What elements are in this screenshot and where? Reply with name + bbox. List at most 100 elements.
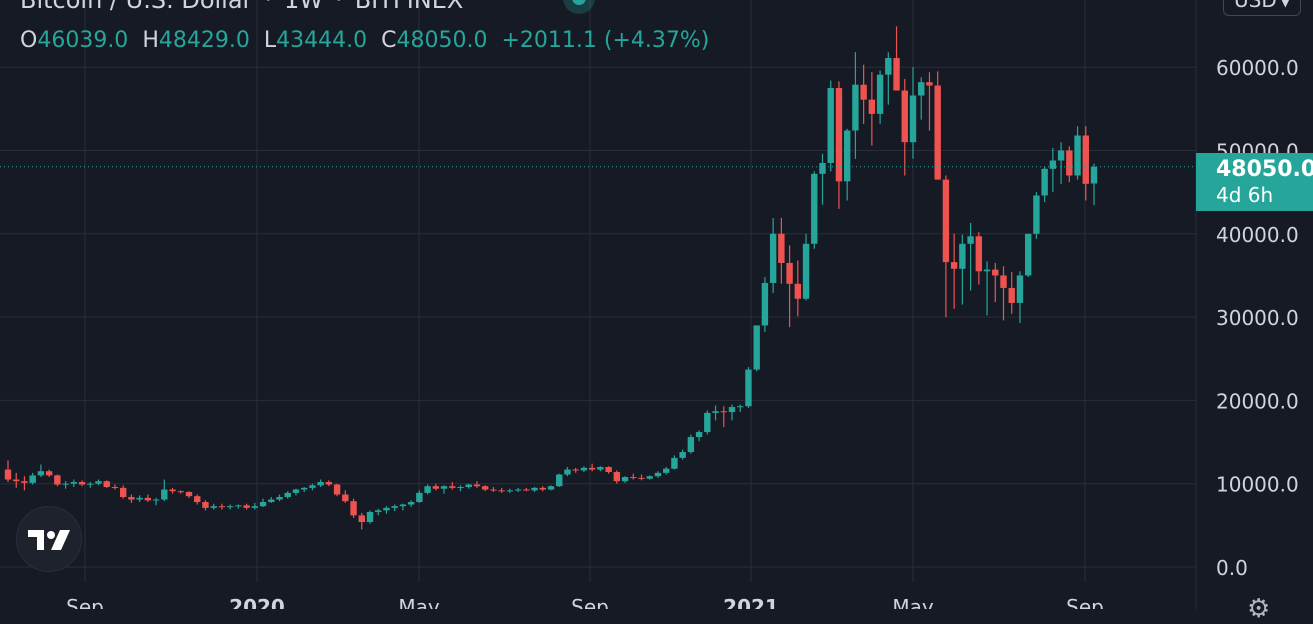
candle-body [366,512,374,523]
candle-body [169,489,176,492]
candle-body [1057,150,1065,161]
candle-body [523,489,530,491]
candle-body [761,282,769,326]
last-price-value: 48050.0 [1216,157,1313,182]
candle-body [276,497,283,500]
gear-icon[interactable]: ⚙ [1247,594,1271,624]
candle-body [218,506,226,508]
candle-body [440,486,448,489]
chart-area[interactable]: 0.010000.020000.030000.040000.050000.060… [0,0,1313,609]
close-value: 48050.0 [396,28,488,53]
candle-body [679,452,686,458]
candle-body [37,471,45,476]
candle-body [95,481,102,484]
candle-body [317,482,324,486]
candle-body [901,90,908,143]
candle-body [860,84,867,100]
candle-body [309,485,316,488]
candle-body [786,262,793,284]
candle-body [737,406,744,408]
candle-body [391,506,398,508]
candle-body [695,432,703,438]
candle-body [136,497,143,500]
candle-body [383,507,390,511]
candle-body [407,502,415,505]
time-axis-labels: Sep 2020 May Sep 2021 May Sep [66,595,1104,609]
candle-body [78,482,86,485]
candle-body [1090,166,1098,184]
candle-body [333,484,341,495]
x-tick-label: May [398,595,440,609]
candle-body [1016,275,1024,303]
candle-body [29,475,36,483]
candle-body [103,481,110,488]
candle-body [350,501,357,516]
candle-body [45,471,53,476]
open-value: 46039.0 [37,28,129,53]
chevron-down-icon: ▼ [1280,0,1290,9]
interval-label[interactable]: 1W [284,0,324,14]
tradingview-logo-icon[interactable] [16,506,82,572]
candle-body [983,269,991,272]
candle-body [646,476,653,479]
x-tick-label: Sep [1066,595,1104,609]
candle-body [597,467,604,470]
candle-body [868,99,876,114]
symbol-name[interactable]: Bitcoin / U.S. Dollar [20,0,253,14]
y-tick-label: 60000.0 [1216,56,1299,80]
change-value: +2011.1 (+4.37%) [501,28,710,53]
market-open-indicator [563,0,595,14]
candle-body [835,88,843,182]
title-separator: · [264,0,273,14]
y-tick-label: 30000.0 [1216,306,1299,330]
x-tick-label: Sep [571,595,609,609]
high-value: 48429.0 [158,28,250,53]
candle-body [605,467,612,473]
candle-body [1049,160,1057,169]
candle-body [111,487,119,489]
candle-body [539,487,546,490]
candle-body [720,411,727,413]
candle-body [811,173,818,244]
chart-title: Bitcoin / U.S. Dollar · 1W · BITFINEX [20,0,463,14]
candle-body [1000,275,1007,288]
candle-body [1066,150,1073,176]
candle-body [490,489,497,491]
candle-body [745,369,752,407]
bar-countdown: 4d 6h [1216,183,1274,207]
candle-body [152,499,160,501]
candle-body [473,484,481,487]
candle-body [358,515,365,523]
candle-body [638,477,645,479]
price-axis-panel[interactable] [1196,0,1313,609]
candle-body [375,510,382,513]
candle-body [934,85,941,180]
currency-selector[interactable]: USD ▼ [1223,0,1301,16]
candle-body [449,486,456,488]
candle-body [556,474,563,487]
candle-body [1024,233,1032,276]
candle-body [514,489,522,491]
candle-body [243,505,250,508]
x-tick-label: 2020 [229,595,285,609]
open-key: O [20,28,38,53]
candle-body [654,472,662,477]
candle-body [1082,135,1089,184]
candle-body [547,486,555,490]
candle-body [827,88,834,163]
grid-lines [0,0,1196,582]
candle-body [926,82,933,86]
candle-body [399,504,407,507]
candle-body [572,469,579,471]
last-price-label: 48050.0 4d 6h [1196,153,1313,211]
candle-body [210,506,217,508]
candle-body [819,162,826,174]
candle-body [161,489,168,500]
candle-body [416,492,423,503]
x-tick-label: 2021 [723,595,779,609]
close-key: C [381,28,397,53]
candle-body [704,412,711,433]
exchange-label: BITFINEX [354,0,464,14]
y-tick-label: 0.0 [1216,556,1248,580]
candle-body [802,243,810,299]
